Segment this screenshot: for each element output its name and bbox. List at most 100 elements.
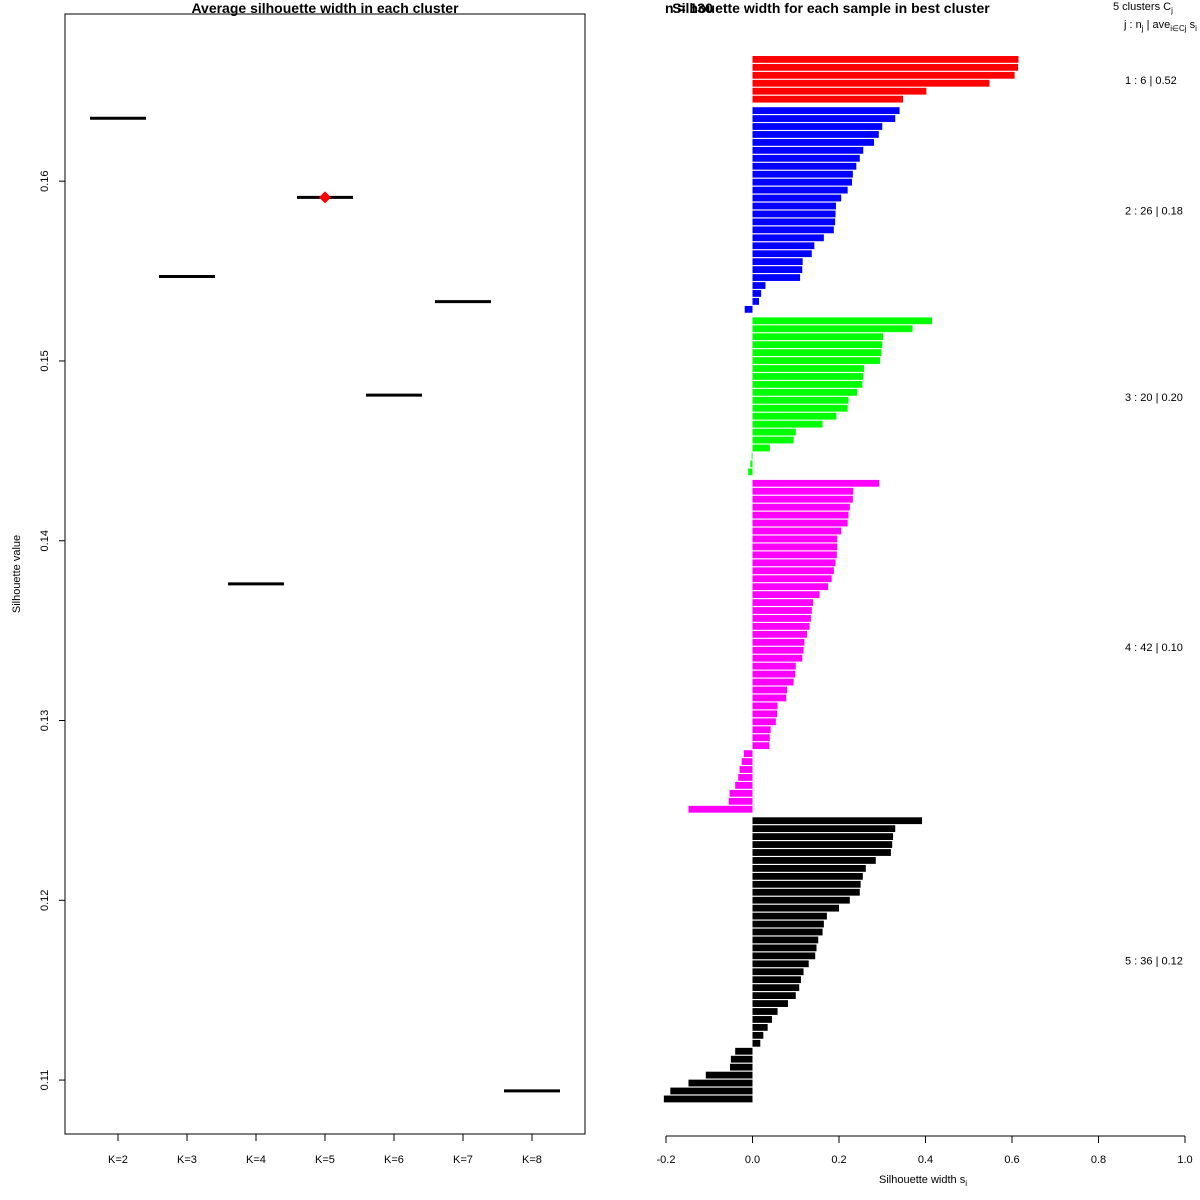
silhouette-bar: [752, 71, 1015, 79]
silhouette-bar: [752, 912, 827, 920]
cluster-header-sub-i: i: [1195, 24, 1197, 33]
silhouette-bar: [752, 630, 807, 638]
right-x-axis: -0.2 0.0 0.2 0.4 0.6 0.8 1.0: [657, 1135, 1193, 1166]
silhouette-bar: [752, 702, 778, 710]
silhouette-bar: [752, 960, 809, 968]
left-x-axis: K=2 K=3 K=4 K=5 K=6 K=7 K=8: [108, 1134, 542, 1166]
cluster-header: 5 clusters Cj j : nj | avei∈Cj si: [1113, 1, 1197, 33]
silhouette-bar: [752, 63, 1019, 71]
silhouette-bar: [751, 452, 753, 460]
best-cluster-marker: [319, 191, 331, 204]
silhouette-bar: [741, 758, 753, 765]
silhouette-bar: [752, 258, 803, 266]
silhouette-bar: [752, 583, 829, 591]
silhouette-bar: [752, 87, 927, 95]
right-chart-title: Silhouette width for each sample in best…: [672, 0, 990, 16]
silhouette-bar: [752, 833, 894, 840]
silhouette-bar: [752, 535, 838, 543]
cluster-label: 4 : 42 | 0.10: [1125, 642, 1183, 654]
left-y-tick-label: 0.16: [39, 170, 51, 191]
left-x-tick-label: K=4: [246, 1154, 266, 1166]
silhouette-bar: [752, 325, 913, 333]
silhouette-bar: [752, 654, 803, 662]
silhouette-plot-panel: n = 130 Silhouette width for each sample…: [657, 0, 1198, 1188]
cluster-header-sub-j: j: [1170, 6, 1173, 15]
silhouette-bar: [752, 880, 861, 888]
silhouette-bar: [752, 559, 836, 567]
right-x-axis-label: Silhouette width si: [879, 1174, 967, 1188]
avg-silhouette-panel: Average silhouette width in each cluster…: [11, 0, 586, 1166]
silhouette-bar: [670, 1087, 753, 1095]
silhouette-bar: [752, 936, 819, 944]
silhouette-bar: [752, 904, 839, 912]
silhouette-bar: [752, 381, 863, 388]
silhouette-bar: [752, 333, 884, 341]
silhouette-bar: [752, 888, 860, 896]
silhouette-bar: [752, 317, 932, 325]
silhouette-bar: [739, 766, 753, 773]
silhouette-bar: [752, 694, 787, 702]
silhouette-bar: [752, 817, 923, 825]
silhouette-bar: [752, 412, 837, 420]
silhouette-bar: [752, 194, 842, 202]
right-x-tick-label: -0.2: [657, 1154, 676, 1166]
silhouette-bar: [748, 468, 753, 476]
cluster-header-s: s: [1187, 19, 1196, 31]
right-x-tick-label: 0.2: [831, 1154, 846, 1166]
silhouette-bar: [752, 742, 770, 750]
silhouette-bar: [752, 734, 770, 742]
silhouette-bar: [752, 266, 803, 273]
silhouette-bar: [752, 396, 849, 404]
silhouette-bar: [752, 365, 865, 372]
right-x-tick-label: 0.6: [1004, 1154, 1019, 1166]
silhouette-bar: [752, 79, 990, 87]
silhouette-bar: [752, 226, 834, 234]
left-x-tick-label: K=8: [522, 1154, 542, 1166]
silhouette-bar: [752, 341, 883, 349]
silhouette-bar: [752, 95, 904, 103]
silhouette-bar: [752, 282, 766, 289]
silhouette-bar: [752, 865, 866, 872]
silhouette-bar: [735, 782, 753, 789]
right-x-tick-label: 1.0: [1177, 1154, 1192, 1166]
silhouette-bar: [752, 274, 801, 281]
silhouette-bar: [752, 290, 762, 297]
silhouette-bar: [752, 928, 823, 936]
left-y-tick-label: 0.11: [39, 1070, 51, 1091]
silhouette-bar: [744, 305, 753, 313]
silhouette-bar: [752, 543, 838, 551]
silhouette-bar: [752, 250, 812, 258]
silhouette-bar: [752, 107, 900, 114]
silhouette-bar: [663, 1095, 753, 1103]
right-x-tick-label: 0.0: [745, 1154, 760, 1166]
cluster-header-sub-icj: i∈Cj: [1170, 24, 1187, 33]
left-x-tick-label: K=3: [177, 1154, 197, 1166]
silhouette-bar: [752, 968, 804, 976]
silhouette-bar: [752, 920, 824, 928]
cluster-header-j-n: j : n: [1123, 19, 1142, 31]
silhouette-bar: [752, 146, 864, 154]
silhouette-bar: [752, 479, 880, 487]
silhouette-bar: [752, 527, 842, 535]
silhouette-bar: [752, 567, 834, 575]
silhouette-bar: [752, 1039, 761, 1047]
cluster-labels: 1 : 6 | 0.52 2 : 26 | 0.18 3 : 20 | 0.20 4 …: [1125, 75, 1183, 968]
right-x-axis-label-main: Silhouette width s: [879, 1174, 966, 1186]
right-x-tick-label: 0.8: [1091, 1154, 1106, 1166]
silhouette-bar: [752, 841, 893, 848]
silhouette-bar: [752, 849, 891, 856]
silhouette-bar: [752, 349, 882, 356]
cluster-label: 2 : 26 | 0.18: [1125, 206, 1183, 218]
right-x-tick-label: 0.4: [918, 1154, 933, 1166]
silhouette-bar: [752, 575, 832, 583]
silhouette-bar: [752, 519, 848, 527]
left-data-marks: [90, 116, 560, 1093]
cluster-label: 3 : 20 | 0.20: [1125, 392, 1183, 404]
silhouette-bar: [752, 123, 883, 130]
silhouette-bar: [752, 170, 853, 178]
silhouette-bar: [752, 420, 823, 428]
silhouette-bar: [752, 662, 796, 670]
silhouette-bar: [752, 976, 801, 984]
silhouette-bar: [752, 56, 1019, 63]
